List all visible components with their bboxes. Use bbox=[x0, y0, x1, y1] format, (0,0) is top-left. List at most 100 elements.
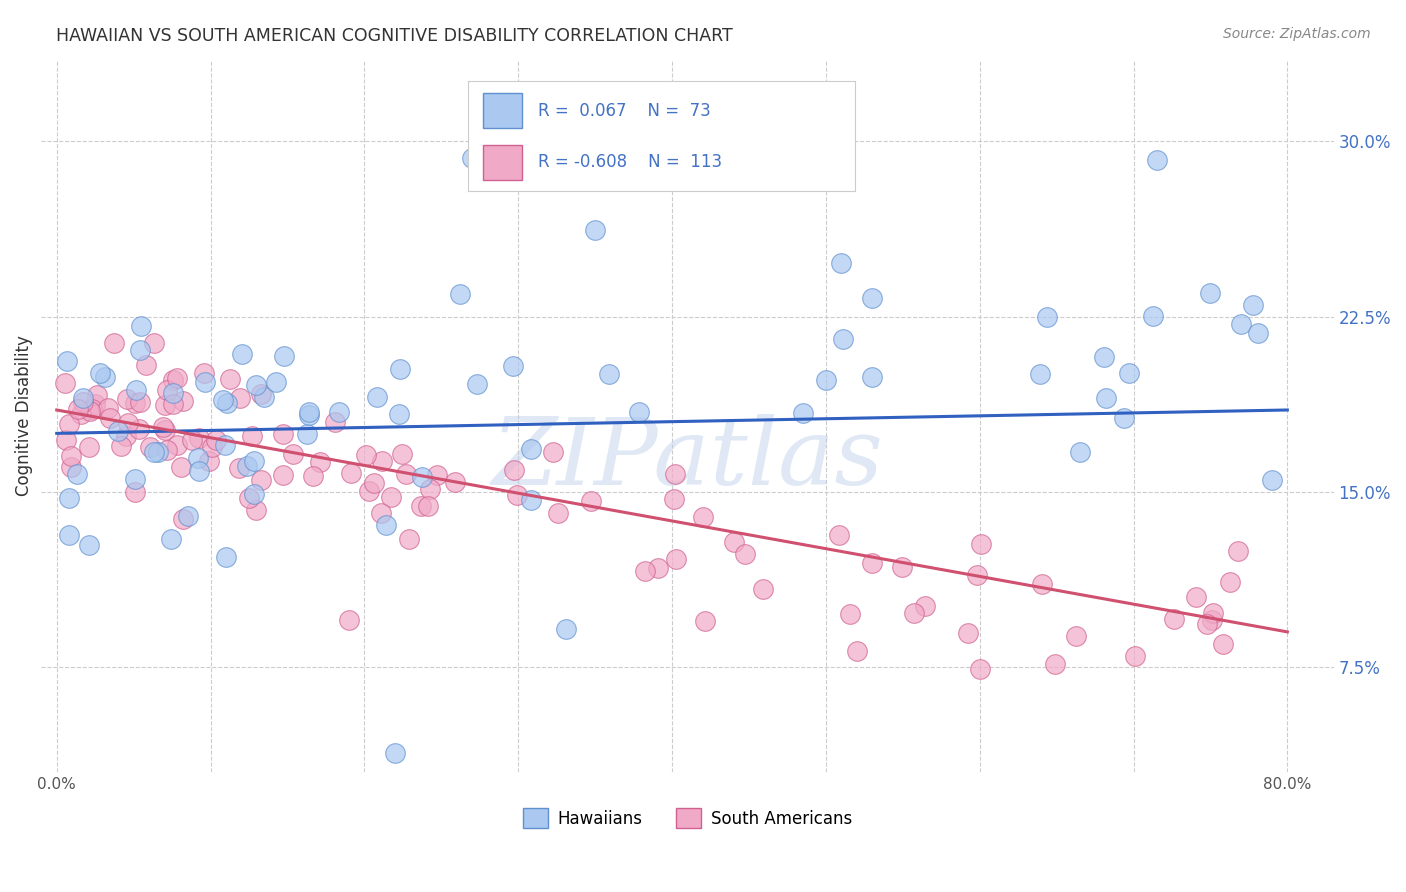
Point bbox=[181, 433, 204, 447]
Point bbox=[1118, 366, 1140, 380]
Point bbox=[124, 484, 146, 499]
Point bbox=[212, 392, 235, 407]
Point bbox=[395, 467, 418, 481]
Point bbox=[398, 532, 420, 546]
Point bbox=[1146, 153, 1168, 167]
Point bbox=[79, 440, 101, 454]
Point bbox=[1036, 310, 1059, 324]
Point bbox=[388, 362, 411, 376]
Point bbox=[1031, 576, 1053, 591]
Point bbox=[124, 383, 146, 397]
Point bbox=[328, 405, 350, 419]
Point bbox=[302, 468, 325, 483]
Point bbox=[264, 375, 287, 389]
Point bbox=[388, 407, 411, 421]
Point bbox=[250, 387, 273, 401]
Point bbox=[162, 373, 184, 387]
Point bbox=[860, 291, 883, 305]
Point bbox=[1261, 473, 1284, 487]
Point bbox=[828, 528, 851, 542]
Point bbox=[245, 377, 267, 392]
Point bbox=[156, 383, 179, 397]
Point bbox=[1095, 391, 1118, 405]
Point bbox=[188, 431, 211, 445]
Point bbox=[502, 359, 524, 374]
Point bbox=[166, 438, 188, 452]
Point bbox=[198, 453, 221, 467]
Point bbox=[1202, 606, 1225, 620]
Point bbox=[519, 492, 541, 507]
Point bbox=[692, 510, 714, 524]
Point bbox=[384, 747, 406, 761]
Point bbox=[662, 492, 685, 507]
Point bbox=[253, 390, 276, 404]
Point bbox=[860, 370, 883, 384]
Y-axis label: Cognitive Disability: Cognitive Disability bbox=[15, 335, 32, 496]
Point bbox=[98, 411, 121, 425]
Point bbox=[228, 461, 250, 475]
Point bbox=[426, 467, 449, 482]
Point bbox=[115, 392, 138, 406]
Point bbox=[366, 390, 388, 404]
Point bbox=[56, 353, 79, 368]
Point bbox=[579, 494, 602, 508]
Point bbox=[217, 396, 239, 410]
Point bbox=[832, 332, 855, 346]
Point bbox=[1069, 445, 1091, 459]
Point bbox=[1092, 351, 1115, 365]
Point bbox=[187, 450, 209, 465]
Point bbox=[194, 375, 217, 389]
Point bbox=[214, 438, 236, 452]
Point bbox=[79, 538, 101, 552]
Point bbox=[1241, 297, 1264, 311]
Point bbox=[860, 556, 883, 570]
Point bbox=[146, 445, 169, 459]
Point bbox=[250, 473, 273, 487]
Point bbox=[152, 420, 174, 434]
Point bbox=[83, 397, 105, 411]
Point bbox=[103, 336, 125, 351]
Point bbox=[60, 459, 83, 474]
Point bbox=[752, 582, 775, 596]
Point bbox=[229, 391, 252, 405]
Point bbox=[308, 455, 330, 469]
Point bbox=[419, 482, 441, 496]
Point bbox=[337, 613, 360, 627]
Text: HAWAIIAN VS SOUTH AMERICAN COGNITIVE DISABILITY CORRELATION CHART: HAWAIIAN VS SOUTH AMERICAN COGNITIVE DIS… bbox=[56, 27, 733, 45]
Point bbox=[143, 336, 166, 351]
Point bbox=[506, 488, 529, 502]
Point bbox=[240, 428, 263, 442]
Point bbox=[245, 503, 267, 517]
Point bbox=[110, 439, 132, 453]
Point bbox=[243, 487, 266, 501]
Point bbox=[416, 499, 439, 513]
Point bbox=[956, 626, 979, 640]
Point bbox=[162, 385, 184, 400]
Point bbox=[409, 500, 432, 514]
Point bbox=[903, 606, 925, 620]
Point bbox=[1195, 616, 1218, 631]
Point bbox=[58, 417, 80, 431]
Point bbox=[363, 475, 385, 490]
Point bbox=[187, 463, 209, 477]
Point bbox=[449, 287, 471, 301]
Point bbox=[891, 559, 914, 574]
Point bbox=[153, 424, 176, 438]
Point bbox=[117, 417, 139, 431]
Point bbox=[72, 391, 94, 405]
Point bbox=[128, 422, 150, 436]
Point bbox=[1201, 613, 1223, 627]
Point bbox=[1028, 367, 1050, 381]
Point bbox=[1163, 612, 1185, 626]
Point bbox=[339, 466, 361, 480]
Point bbox=[205, 433, 228, 447]
Point bbox=[79, 404, 101, 418]
Point bbox=[323, 415, 346, 429]
Point bbox=[135, 358, 157, 372]
Point bbox=[627, 405, 650, 419]
Point bbox=[1185, 591, 1208, 605]
Point bbox=[647, 561, 669, 575]
Point bbox=[69, 407, 91, 421]
Point bbox=[128, 343, 150, 358]
Point bbox=[271, 426, 294, 441]
